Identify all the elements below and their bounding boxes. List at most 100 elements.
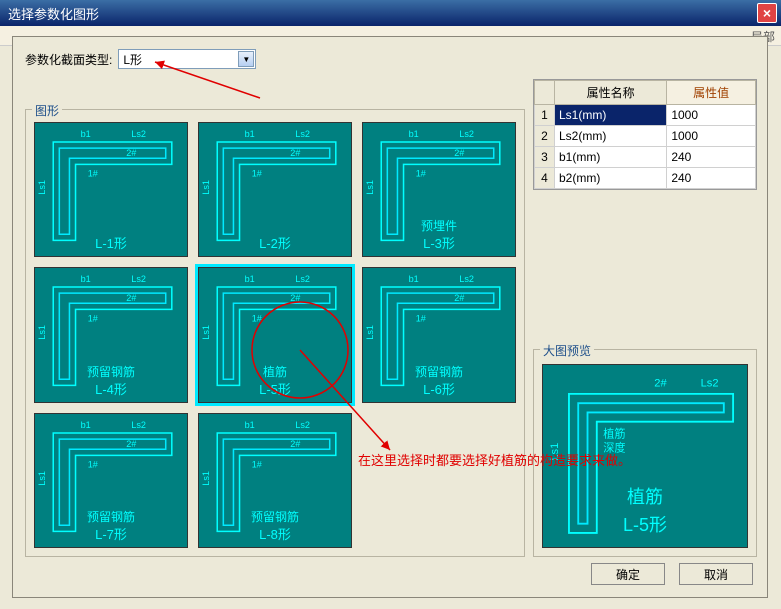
shape-thumb-7[interactable]: b1 Ls2 Ls1 1# 2# 预留钢筋L-7形: [34, 413, 188, 548]
svg-text:b1: b1: [245, 420, 255, 430]
section-type-dropdown[interactable]: L形 ▼: [118, 49, 256, 69]
svg-text:2#: 2#: [126, 439, 137, 449]
titlebar: 选择参数化图形 ×: [0, 0, 781, 26]
dialog-body: 参数化截面类型: L形 ▼ 图形 b1 Ls2 Ls1 1# 2# L-1形 b…: [12, 36, 768, 598]
table-row[interactable]: 3 b1(mm) 240: [535, 147, 756, 168]
row-idx: 4: [535, 168, 555, 189]
row-name: b1(mm): [555, 147, 667, 168]
svg-text:Ls1: Ls1: [37, 471, 47, 486]
table-row[interactable]: 1 Ls1(mm) 1000: [535, 105, 756, 126]
shape-thumb-8[interactable]: b1 Ls2 Ls1 1# 2# 预留钢筋L-8形: [198, 413, 352, 548]
svg-text:2#: 2#: [290, 148, 301, 158]
shape-caption: L-3形: [363, 233, 515, 252]
dropdown-value: L形: [123, 51, 142, 68]
svg-text:Ls2: Ls2: [295, 129, 310, 139]
svg-text:2#: 2#: [454, 294, 465, 304]
shape-caption: L-2形: [199, 233, 351, 252]
shape-caption: L-7形: [35, 524, 187, 543]
svg-text:Ls1: Ls1: [365, 325, 375, 340]
shape-thumb-5[interactable]: b1 Ls2 Ls1 1# 2# 植筋L-5形: [198, 267, 352, 402]
row-value[interactable]: 240: [667, 168, 756, 189]
col-index: [535, 81, 555, 105]
svg-text:Ls1: Ls1: [201, 180, 211, 195]
shape-caption: L-6形: [363, 379, 515, 398]
svg-text:Ls2: Ls2: [295, 420, 310, 430]
shape-sub: 植筋: [199, 363, 351, 380]
svg-text:Ls1: Ls1: [201, 471, 211, 486]
shape-grid: b1 Ls2 Ls1 1# 2# L-1形 b1 Ls2 Ls1 1# 2# L…: [34, 118, 516, 548]
svg-text:Ls2: Ls2: [131, 129, 146, 139]
col-name: 属性名称: [555, 81, 667, 105]
ok-button[interactable]: 确定: [591, 563, 665, 585]
row-value[interactable]: 240: [667, 147, 756, 168]
row-name: Ls1(mm): [555, 105, 667, 126]
row-idx: 2: [535, 126, 555, 147]
shape-thumb-2[interactable]: b1 Ls2 Ls1 1# 2# L-2形: [198, 122, 352, 257]
shape-sub: 预留钢筋: [199, 508, 351, 525]
preview-legend: 大图预览: [540, 342, 594, 359]
svg-text:2#: 2#: [290, 439, 301, 449]
shape-thumb-3[interactable]: b1 Ls2 Ls1 1# 2# 预埋件L-3形: [362, 122, 516, 257]
shape-thumb-4[interactable]: b1 Ls2 Ls1 1# 2# 预留钢筋L-4形: [34, 267, 188, 402]
chevron-down-icon[interactable]: ▼: [238, 51, 254, 67]
svg-text:Ls2: Ls2: [701, 377, 719, 389]
table-row[interactable]: 4 b2(mm) 240: [535, 168, 756, 189]
svg-text:Ls2: Ls2: [459, 274, 474, 284]
svg-text:2#: 2#: [454, 148, 465, 158]
cancel-button[interactable]: 取消: [679, 563, 753, 585]
shape-caption: L-1形: [35, 233, 187, 252]
svg-text:b1: b1: [409, 129, 419, 139]
svg-text:2#: 2#: [126, 148, 137, 158]
svg-text:2#: 2#: [290, 294, 301, 304]
row-name: Ls2(mm): [555, 126, 667, 147]
svg-text:2#: 2#: [126, 294, 137, 304]
svg-text:1#: 1#: [88, 459, 99, 469]
preview-caption: L-5形: [543, 511, 747, 537]
shape-thumb-6[interactable]: b1 Ls2 Ls1 1# 2# 预留钢筋L-6形: [362, 267, 516, 402]
close-icon[interactable]: ×: [757, 3, 777, 23]
svg-text:1#: 1#: [252, 459, 263, 469]
svg-text:植筋: 植筋: [603, 426, 625, 440]
svg-text:Ls1: Ls1: [37, 325, 47, 340]
svg-text:Ls1: Ls1: [365, 180, 375, 195]
shapes-fieldset: 图形 b1 Ls2 Ls1 1# 2# L-1形 b1 Ls2 Ls1 1# 2…: [25, 109, 525, 557]
svg-text:Ls1: Ls1: [37, 180, 47, 195]
svg-text:Ls1: Ls1: [201, 325, 211, 340]
preview-sub: 植筋: [543, 483, 747, 509]
svg-text:1#: 1#: [416, 168, 427, 178]
svg-text:b1: b1: [81, 274, 91, 284]
row-value[interactable]: 1000: [667, 105, 756, 126]
param-type-label: 参数化截面类型:: [25, 51, 112, 68]
shapes-legend: 图形: [32, 102, 62, 119]
shape-sub: 预留钢筋: [363, 363, 515, 380]
window-title: 选择参数化图形: [8, 4, 757, 23]
svg-text:1#: 1#: [416, 314, 427, 324]
svg-text:Ls2: Ls2: [131, 420, 146, 430]
shape-sub: 预埋件: [363, 217, 515, 234]
svg-text:1#: 1#: [88, 168, 99, 178]
table-row[interactable]: 2 Ls2(mm) 1000: [535, 126, 756, 147]
svg-text:b1: b1: [245, 274, 255, 284]
row-idx: 1: [535, 105, 555, 126]
svg-text:b1: b1: [81, 129, 91, 139]
svg-text:Ls2: Ls2: [459, 129, 474, 139]
svg-text:1#: 1#: [252, 314, 263, 324]
row-value[interactable]: 1000: [667, 126, 756, 147]
svg-text:1#: 1#: [252, 168, 263, 178]
shape-caption: L-4形: [35, 379, 187, 398]
svg-text:2#: 2#: [654, 377, 667, 389]
shape-sub: 预留钢筋: [35, 363, 187, 380]
shape-sub: 预留钢筋: [35, 508, 187, 525]
svg-text:Ls2: Ls2: [131, 274, 146, 284]
property-table: 属性名称 属性值 1 Ls1(mm) 10002 Ls2(mm) 10003 b…: [533, 79, 757, 190]
row-idx: 3: [535, 147, 555, 168]
col-value: 属性值: [667, 81, 756, 105]
shape-thumb-1[interactable]: b1 Ls2 Ls1 1# 2# L-1形: [34, 122, 188, 257]
svg-text:b1: b1: [245, 129, 255, 139]
annotation-text: 在这里选择时都要选择好植筋的构造要求来做。: [358, 450, 631, 469]
shape-caption: L-8形: [199, 524, 351, 543]
shape-caption: L-5形: [199, 379, 351, 398]
row-name: b2(mm): [555, 168, 667, 189]
svg-text:b1: b1: [81, 420, 91, 430]
svg-text:Ls2: Ls2: [295, 274, 310, 284]
